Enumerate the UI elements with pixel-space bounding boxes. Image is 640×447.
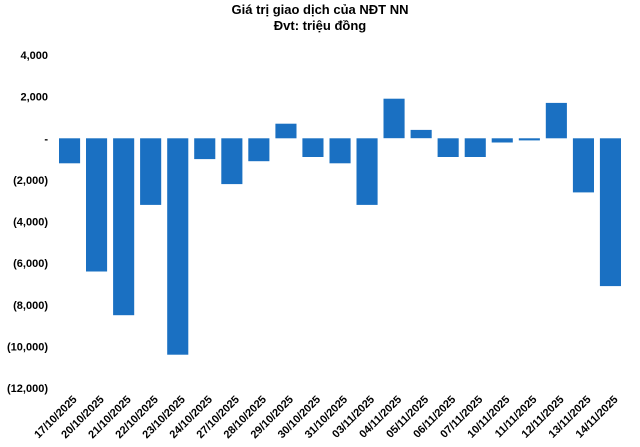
bar <box>275 123 297 139</box>
bar <box>437 138 459 157</box>
bar <box>410 129 432 139</box>
bar <box>572 138 594 193</box>
bar <box>302 138 324 157</box>
y-tick-label: (4,000) <box>13 217 48 229</box>
bar <box>383 98 405 139</box>
x-axis: 17/10/202520/10/202521/10/202522/10/2025… <box>32 394 620 441</box>
bar <box>194 138 216 160</box>
bar <box>356 138 378 205</box>
bar <box>329 138 351 164</box>
y-axis: 4,000 2,000 - (2,000) (4,000) (6,000) (8,000) (… <box>7 50 48 395</box>
bar <box>491 138 513 143</box>
y-tick-label: 4,000 <box>20 50 48 62</box>
bar <box>140 138 162 205</box>
bar <box>464 138 486 157</box>
bar <box>518 138 540 141</box>
y-tick-label: - <box>44 133 48 145</box>
chart-subtitle: Đvt: triệu đồng <box>273 18 367 33</box>
bar <box>545 102 567 139</box>
y-tick-label: (8,000) <box>13 300 48 312</box>
bar <box>167 138 189 355</box>
bar <box>86 138 108 272</box>
y-tick-label: (10,000) <box>7 341 48 353</box>
bars <box>59 98 621 355</box>
bar <box>59 138 81 164</box>
y-tick-label: 2,000 <box>20 92 48 104</box>
chart-title: Giá trị giao dịch của NĐT NN <box>231 2 409 17</box>
bar <box>248 138 270 162</box>
bar <box>113 138 135 316</box>
bar <box>221 138 243 185</box>
bar <box>599 138 621 287</box>
y-tick-label: (6,000) <box>13 258 48 270</box>
y-tick-label: (2,000) <box>13 175 48 187</box>
y-tick-label: (12,000) <box>7 383 48 395</box>
